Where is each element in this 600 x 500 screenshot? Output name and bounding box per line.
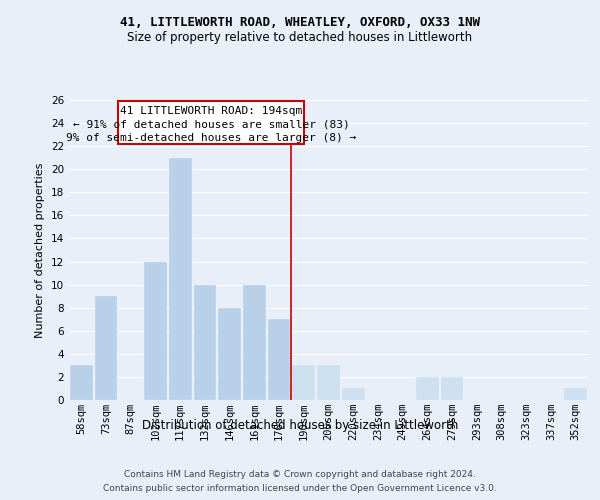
Bar [268, 319, 290, 400]
Text: Contains public sector information licensed under the Open Government Licence v3: Contains public sector information licen… [103, 484, 497, 493]
Bar [169, 158, 191, 400]
Bar [218, 308, 241, 400]
Bar [70, 366, 93, 400]
Bar [194, 284, 216, 400]
Bar [95, 296, 118, 400]
Bar [342, 388, 365, 400]
Text: 41, LITTLEWORTH ROAD, WHEATLEY, OXFORD, OX33 1NW: 41, LITTLEWORTH ROAD, WHEATLEY, OXFORD, … [120, 16, 480, 29]
Bar [243, 284, 266, 400]
Bar [144, 262, 167, 400]
Text: 41 LITTLEWORTH ROAD: 194sqm: 41 LITTLEWORTH ROAD: 194sqm [120, 106, 302, 117]
Y-axis label: Number of detached properties: Number of detached properties [35, 162, 46, 338]
Bar [292, 366, 315, 400]
Text: ← 91% of detached houses are smaller (83): ← 91% of detached houses are smaller (83… [73, 120, 349, 130]
Text: 9% of semi-detached houses are larger (8) →: 9% of semi-detached houses are larger (8… [66, 133, 356, 143]
Text: Size of property relative to detached houses in Littleworth: Size of property relative to detached ho… [127, 31, 473, 44]
Bar [564, 388, 587, 400]
Text: Distribution of detached houses by size in Littleworth: Distribution of detached houses by size … [142, 419, 458, 432]
Bar [317, 366, 340, 400]
Bar [441, 377, 463, 400]
Text: Contains HM Land Registry data © Crown copyright and database right 2024.: Contains HM Land Registry data © Crown c… [124, 470, 476, 479]
FancyBboxPatch shape [118, 101, 304, 144]
Bar [416, 377, 439, 400]
